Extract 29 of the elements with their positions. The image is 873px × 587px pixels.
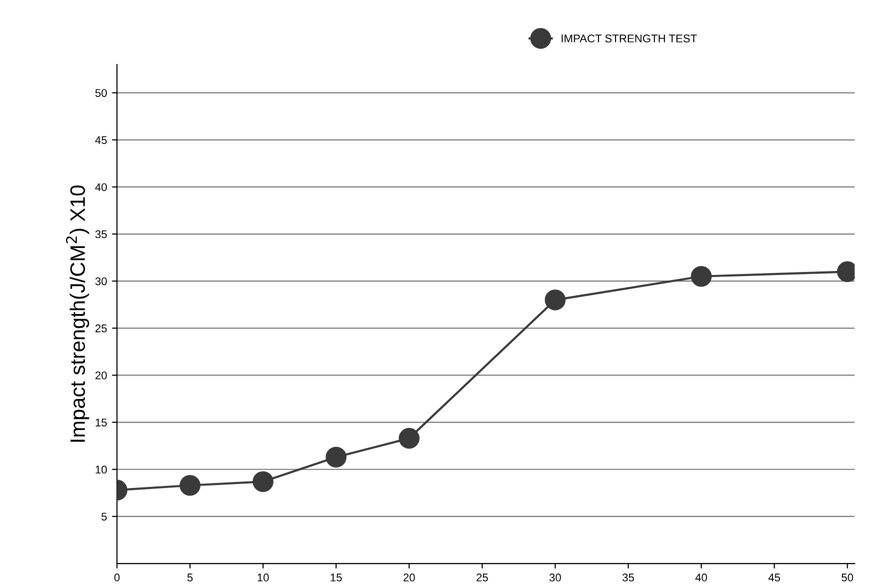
x-tick-label: 10 bbox=[258, 574, 269, 582]
y-tick-label: 35 bbox=[95, 230, 107, 238]
point bbox=[544, 290, 566, 310]
x-tick-label: 5 bbox=[187, 574, 193, 582]
y-tick-label: 50 bbox=[95, 89, 107, 97]
x-tick-label: 40 bbox=[695, 574, 708, 582]
y-tick-label: 40 bbox=[95, 183, 107, 192]
y-tick-label: 10 bbox=[96, 466, 107, 474]
point bbox=[690, 266, 712, 287]
y-tick-label: 5 bbox=[102, 512, 107, 521]
x-tick-label: 35 bbox=[622, 574, 634, 582]
y-tick-label: 30 bbox=[95, 277, 107, 286]
y-tick-label: 20 bbox=[95, 372, 107, 380]
x-tick-label: 30 bbox=[549, 574, 561, 582]
y-axis-title: Impact strength(J/CM$^{2}$) X10 bbox=[66, 185, 90, 442]
y-tick-label: 25 bbox=[95, 324, 107, 332]
y-tick-label: 15 bbox=[96, 418, 107, 426]
x-tick-label: 50 bbox=[842, 574, 854, 582]
y-tick-label: 45 bbox=[95, 136, 107, 144]
point bbox=[326, 446, 347, 468]
x-tick-label: 25 bbox=[476, 574, 488, 582]
x-tick-label: 15 bbox=[330, 574, 342, 582]
point bbox=[180, 474, 200, 496]
legend-label: IMPACT STRENGTH TEST bbox=[562, 34, 697, 42]
x-tick-label: 20 bbox=[404, 574, 415, 582]
x-tick-label: 45 bbox=[768, 574, 780, 582]
point bbox=[398, 428, 420, 449]
point bbox=[252, 471, 274, 492]
x-tick-label: 0 bbox=[114, 574, 120, 582]
